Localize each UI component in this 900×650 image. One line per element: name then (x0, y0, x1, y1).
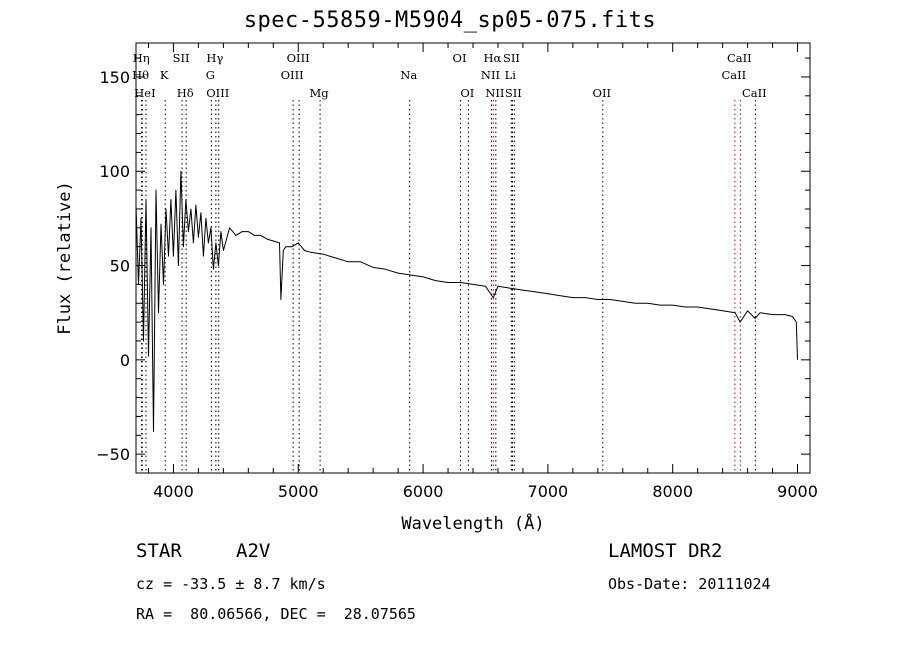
line-marker-label: SII (173, 51, 190, 65)
y-tick-label: −50 (96, 445, 130, 464)
y-tick-label: 150 (99, 68, 130, 87)
line-marker-label: OI (453, 51, 467, 65)
x-tick-label: 4000 (153, 482, 194, 501)
line-marker-label: OIII (281, 68, 304, 82)
line-marker-label: OIII (287, 51, 310, 65)
line-marker-label: CaII (742, 86, 767, 100)
x-tick-label: 8000 (652, 482, 693, 501)
y-tick-label: 100 (99, 162, 130, 181)
observation-date: Obs-Date: 20111024 (608, 575, 771, 593)
line-marker-label: CaII (721, 68, 746, 82)
line-marker-label: NII (485, 86, 504, 100)
line-marker-label: G (206, 68, 215, 82)
x-tick-label: 9000 (777, 482, 818, 501)
line-marker-label: OII (593, 86, 612, 100)
line-marker-label: Hδ (177, 86, 194, 100)
line-marker-label: Na (400, 68, 417, 82)
coordinates: RA = 80.06566, DEC = 28.07565 (136, 605, 416, 623)
y-axis-label: Flux (relative) (55, 181, 75, 335)
x-axis-label: Wavelength (Å) (401, 512, 544, 534)
object-class: STAR (136, 540, 182, 562)
line-marker-label: Mg (310, 86, 330, 100)
line-marker-label: Hη (133, 51, 150, 65)
line-marker-label: CaII (727, 51, 752, 65)
axis-ticks (136, 43, 810, 473)
line-marker-label: HeI (134, 86, 155, 100)
line-marker-label: SII (503, 51, 520, 65)
plot-frame (135, 42, 811, 474)
tick-labels: 4000 5000 6000 7000 8000 9000 −50 0 50 100 150 (96, 68, 818, 501)
survey-name: LAMOST DR2 (608, 540, 723, 562)
x-tick-label: 7000 (528, 482, 569, 501)
x-tick-label: 6000 (403, 482, 444, 501)
spectral-subclass: A2V (236, 540, 271, 562)
line-marker-label: OI (460, 86, 474, 100)
line-marker-label: OIII (206, 86, 229, 100)
y-tick-label: 0 (120, 351, 130, 370)
series-line-0 (135, 170, 798, 432)
line-marker-label: NII (481, 68, 500, 82)
line-marker-label: Hγ (206, 51, 223, 65)
line-marker-label: Li (505, 68, 517, 82)
line-marker-label: Hθ (132, 68, 149, 82)
line-marker-label: Hα (483, 51, 501, 65)
redshift-value: cz = -33.5 ± 8.7 km/s (136, 575, 326, 593)
series-group (135, 170, 798, 432)
chart-title: spec-55859-M5904_sp05-075.fits (243, 8, 657, 33)
line-marker-label: K (160, 68, 169, 82)
line-markers: Hη Hθ HeI K SII Hδ Hγ G OIII OIII OIII Mg Na OI OI Hα NI… (132, 51, 767, 473)
line-marker-label: SII (505, 86, 522, 100)
x-tick-label: 5000 (278, 482, 319, 501)
y-tick-label: 50 (110, 257, 130, 276)
